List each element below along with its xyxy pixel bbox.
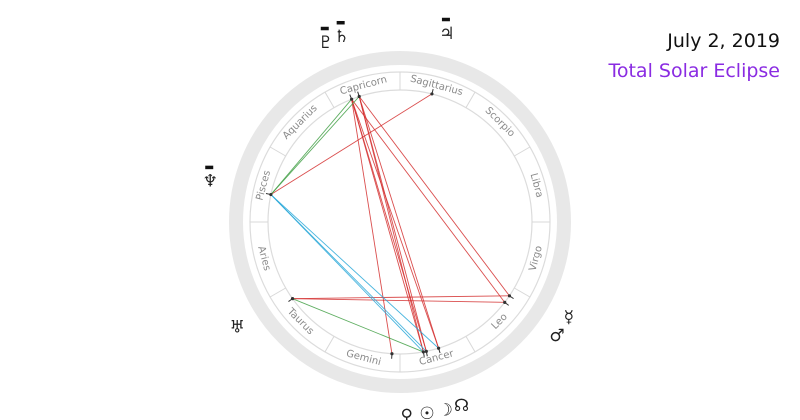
chart-date: July 2, 2019: [667, 30, 780, 52]
jupiter-icon: ♃: [439, 17, 455, 44]
sign-divider: [465, 91, 476, 108]
svg-text:☉: ☉: [419, 404, 434, 420]
venus-icon: ♀: [401, 406, 413, 420]
svg-text:♇: ♇: [318, 33, 333, 53]
planet-tick: [431, 88, 434, 95]
sign-divider: [324, 336, 335, 353]
aspect-line: [358, 96, 440, 349]
saturn-icon: ♄: [334, 20, 349, 47]
sun-icon: ☉: [419, 404, 434, 420]
sign-divider: [465, 336, 476, 353]
sign-divider: [324, 91, 335, 108]
svg-text:☽: ☽: [438, 401, 453, 420]
sign-label-taurus: Taurus: [284, 306, 316, 338]
north-node-icon: ☊: [454, 396, 469, 416]
sign-label-sagittarius: Sagittarius: [409, 74, 464, 99]
retrograde-marker: [320, 26, 329, 31]
sign-divider: [269, 146, 286, 157]
neptune-icon: ♆: [203, 165, 218, 192]
uranus-icon: ♅: [230, 318, 245, 338]
planet-tick: [265, 193, 271, 196]
moon-icon: ☽: [438, 401, 453, 420]
sign-label-gemini: Gemini: [345, 348, 382, 368]
aspect-line: [358, 96, 427, 352]
svg-text:♂: ♂: [549, 326, 564, 346]
pluto-icon: ♇: [318, 26, 333, 53]
retrograde-marker: [441, 17, 450, 22]
planet-tick: [425, 351, 428, 357]
sign-divider: [514, 146, 531, 157]
aspect-line: [270, 96, 360, 195]
svg-text:♃: ♃: [439, 24, 454, 44]
planet-tick: [422, 351, 425, 357]
sign-divider: [514, 287, 531, 298]
event-title: Total Solar Eclipse: [608, 60, 780, 82]
retrograde-marker: [336, 20, 345, 25]
planet-tick: [349, 94, 353, 100]
sign-divider: [269, 287, 286, 298]
aspect-line: [292, 295, 510, 300]
planet-tick: [504, 301, 509, 306]
sign-label-leo: Leo: [490, 312, 510, 332]
sign-ring-outer: [249, 71, 551, 373]
retrograde-marker: [205, 165, 214, 170]
aspect-line: [351, 99, 393, 354]
planet-tick: [438, 348, 441, 354]
aspect-line: [351, 99, 440, 349]
aspect-line: [292, 298, 424, 353]
aspect-line: [351, 99, 424, 353]
aspect-line: [270, 98, 352, 195]
aspect-line: [351, 98, 506, 303]
aspect-line: [270, 194, 439, 349]
aspect-line: [358, 96, 424, 353]
svg-text:♄: ♄: [334, 27, 349, 47]
aspect-line: [270, 194, 427, 352]
svg-text:☊: ☊: [454, 396, 469, 416]
aspect-line: [358, 96, 510, 297]
planet-tick: [357, 91, 360, 97]
mars-icon: ♂: [549, 326, 564, 346]
svg-text:♅: ♅: [230, 318, 245, 338]
aspect-line: [270, 93, 433, 195]
aspect-lines: [270, 93, 510, 354]
svg-text:♀: ♀: [401, 406, 413, 420]
mercury-icon: ☿: [564, 308, 574, 328]
aspect-line: [292, 298, 505, 303]
planet-tick: [288, 298, 293, 302]
planet-markers: ☉ ☽ ☿ ♀ ♂ ♃ ♄ ♅ ♆ ♇ ☊: [203, 17, 574, 420]
sign-label-capricorn: Capricorn: [339, 74, 388, 97]
outer-band: [229, 51, 571, 393]
planet-tick: [509, 295, 514, 300]
svg-text:♆: ♆: [203, 172, 218, 192]
aspect-line: [351, 99, 427, 352]
svg-text:☿: ☿: [564, 308, 574, 328]
sign-ring-inner: [267, 89, 533, 355]
